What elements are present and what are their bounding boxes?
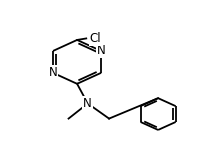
Text: N: N bbox=[83, 97, 92, 110]
Text: Cl: Cl bbox=[89, 32, 101, 45]
Text: N: N bbox=[49, 66, 57, 79]
Text: N: N bbox=[97, 44, 105, 57]
